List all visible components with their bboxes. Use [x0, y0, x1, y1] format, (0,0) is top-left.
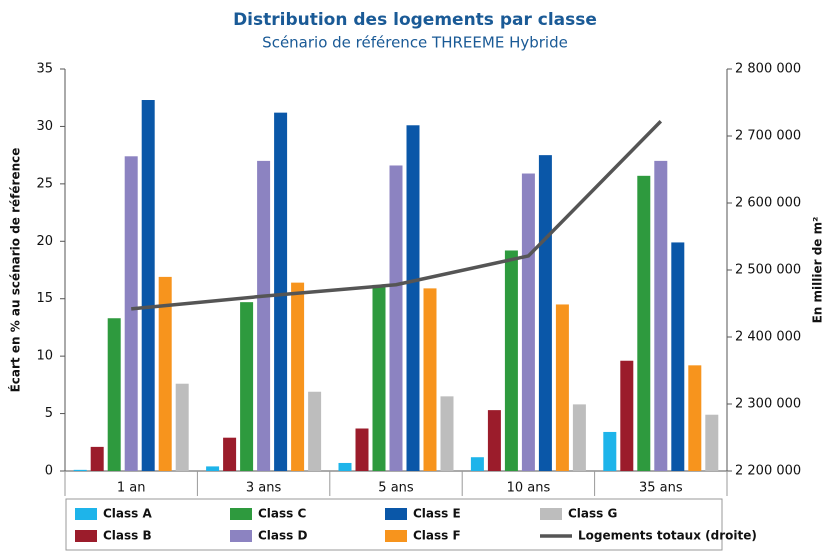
x-tick-label: 3 ans: [246, 481, 282, 496]
legend-label: Class F: [413, 529, 461, 543]
bar: [487, 410, 501, 471]
bar: [257, 160, 271, 471]
x-tick-label: 1 an: [117, 481, 146, 496]
y-tick-label: 10: [36, 349, 53, 364]
bar: [671, 242, 685, 471]
legend-label: Class D: [258, 529, 307, 543]
bar: [223, 437, 237, 471]
bar: [406, 125, 420, 471]
x-tick-label: 10 ans: [507, 481, 551, 496]
y-tick-label: 0: [45, 464, 53, 479]
y2-tick-label: 2 800 000: [735, 62, 801, 77]
bar: [521, 173, 535, 471]
y-axis-label: Écart en % au scénario de référence: [8, 148, 23, 393]
y-tick-label: 35: [36, 62, 53, 77]
bar: [291, 282, 305, 471]
bar: [240, 302, 254, 471]
chart-title: Distribution des logements par classe: [233, 10, 597, 30]
bar: [389, 165, 403, 472]
y-tick-label: 5: [45, 406, 53, 421]
bar: [572, 404, 586, 471]
legend-swatch: [385, 508, 407, 520]
legend-label: Class G: [568, 507, 617, 521]
bar: [90, 446, 104, 471]
y-tick-label: 20: [36, 234, 53, 249]
bar: [175, 383, 189, 471]
legend-swatch: [230, 508, 252, 520]
legend-label: Class C: [258, 507, 306, 521]
y-tick-label: 30: [36, 119, 53, 134]
y2-tick-label: 2 400 000: [735, 330, 801, 345]
legend-label: Logements totaux (droite): [578, 529, 757, 543]
bar: [355, 428, 369, 471]
y2-tick-label: 2 500 000: [735, 263, 801, 278]
y-tick-label: 25: [36, 176, 53, 191]
bar: [440, 396, 454, 471]
legend-label: Class A: [103, 507, 152, 521]
y2-tick-label: 2 300 000: [735, 397, 801, 412]
legend-label: Class E: [413, 507, 461, 521]
bar: [206, 466, 220, 471]
legend-swatch: [230, 530, 252, 542]
bar: [555, 304, 569, 471]
y2-axis-label: En millier de m²: [811, 217, 825, 324]
bar: [470, 457, 484, 471]
legend-label: Class B: [103, 529, 152, 543]
bar: [423, 288, 437, 471]
bar: [73, 469, 87, 471]
bar: [158, 276, 172, 471]
bar: [654, 160, 668, 471]
y2-tick-label: 2 600 000: [735, 196, 801, 211]
bar: [107, 318, 121, 471]
y2-tick-label: 2 200 000: [735, 464, 801, 479]
legend-swatch: [385, 530, 407, 542]
bar: [141, 100, 155, 472]
bar: [620, 360, 634, 471]
legend-swatch: [540, 508, 562, 520]
bar: [504, 250, 518, 471]
bar: [124, 156, 138, 471]
x-tick-label: 35 ans: [639, 481, 683, 496]
y-tick-label: 15: [36, 291, 53, 306]
legend-swatch: [75, 530, 97, 542]
bar: [274, 112, 288, 471]
bar: [603, 431, 617, 471]
x-tick-label: 5 ans: [378, 481, 414, 496]
line-series: [131, 120, 663, 311]
bar: [338, 462, 352, 471]
chart-subtitle: Scénario de référence THREEME Hybride: [262, 34, 568, 52]
bar: [637, 175, 651, 471]
bar: [705, 414, 719, 471]
bar: [688, 365, 702, 471]
legend-box: [65, 498, 723, 551]
bar: [308, 391, 322, 471]
legend-swatch: [75, 508, 97, 520]
y2-tick-label: 2 700 000: [735, 129, 801, 144]
bar: [538, 155, 552, 471]
bar: [372, 284, 386, 471]
